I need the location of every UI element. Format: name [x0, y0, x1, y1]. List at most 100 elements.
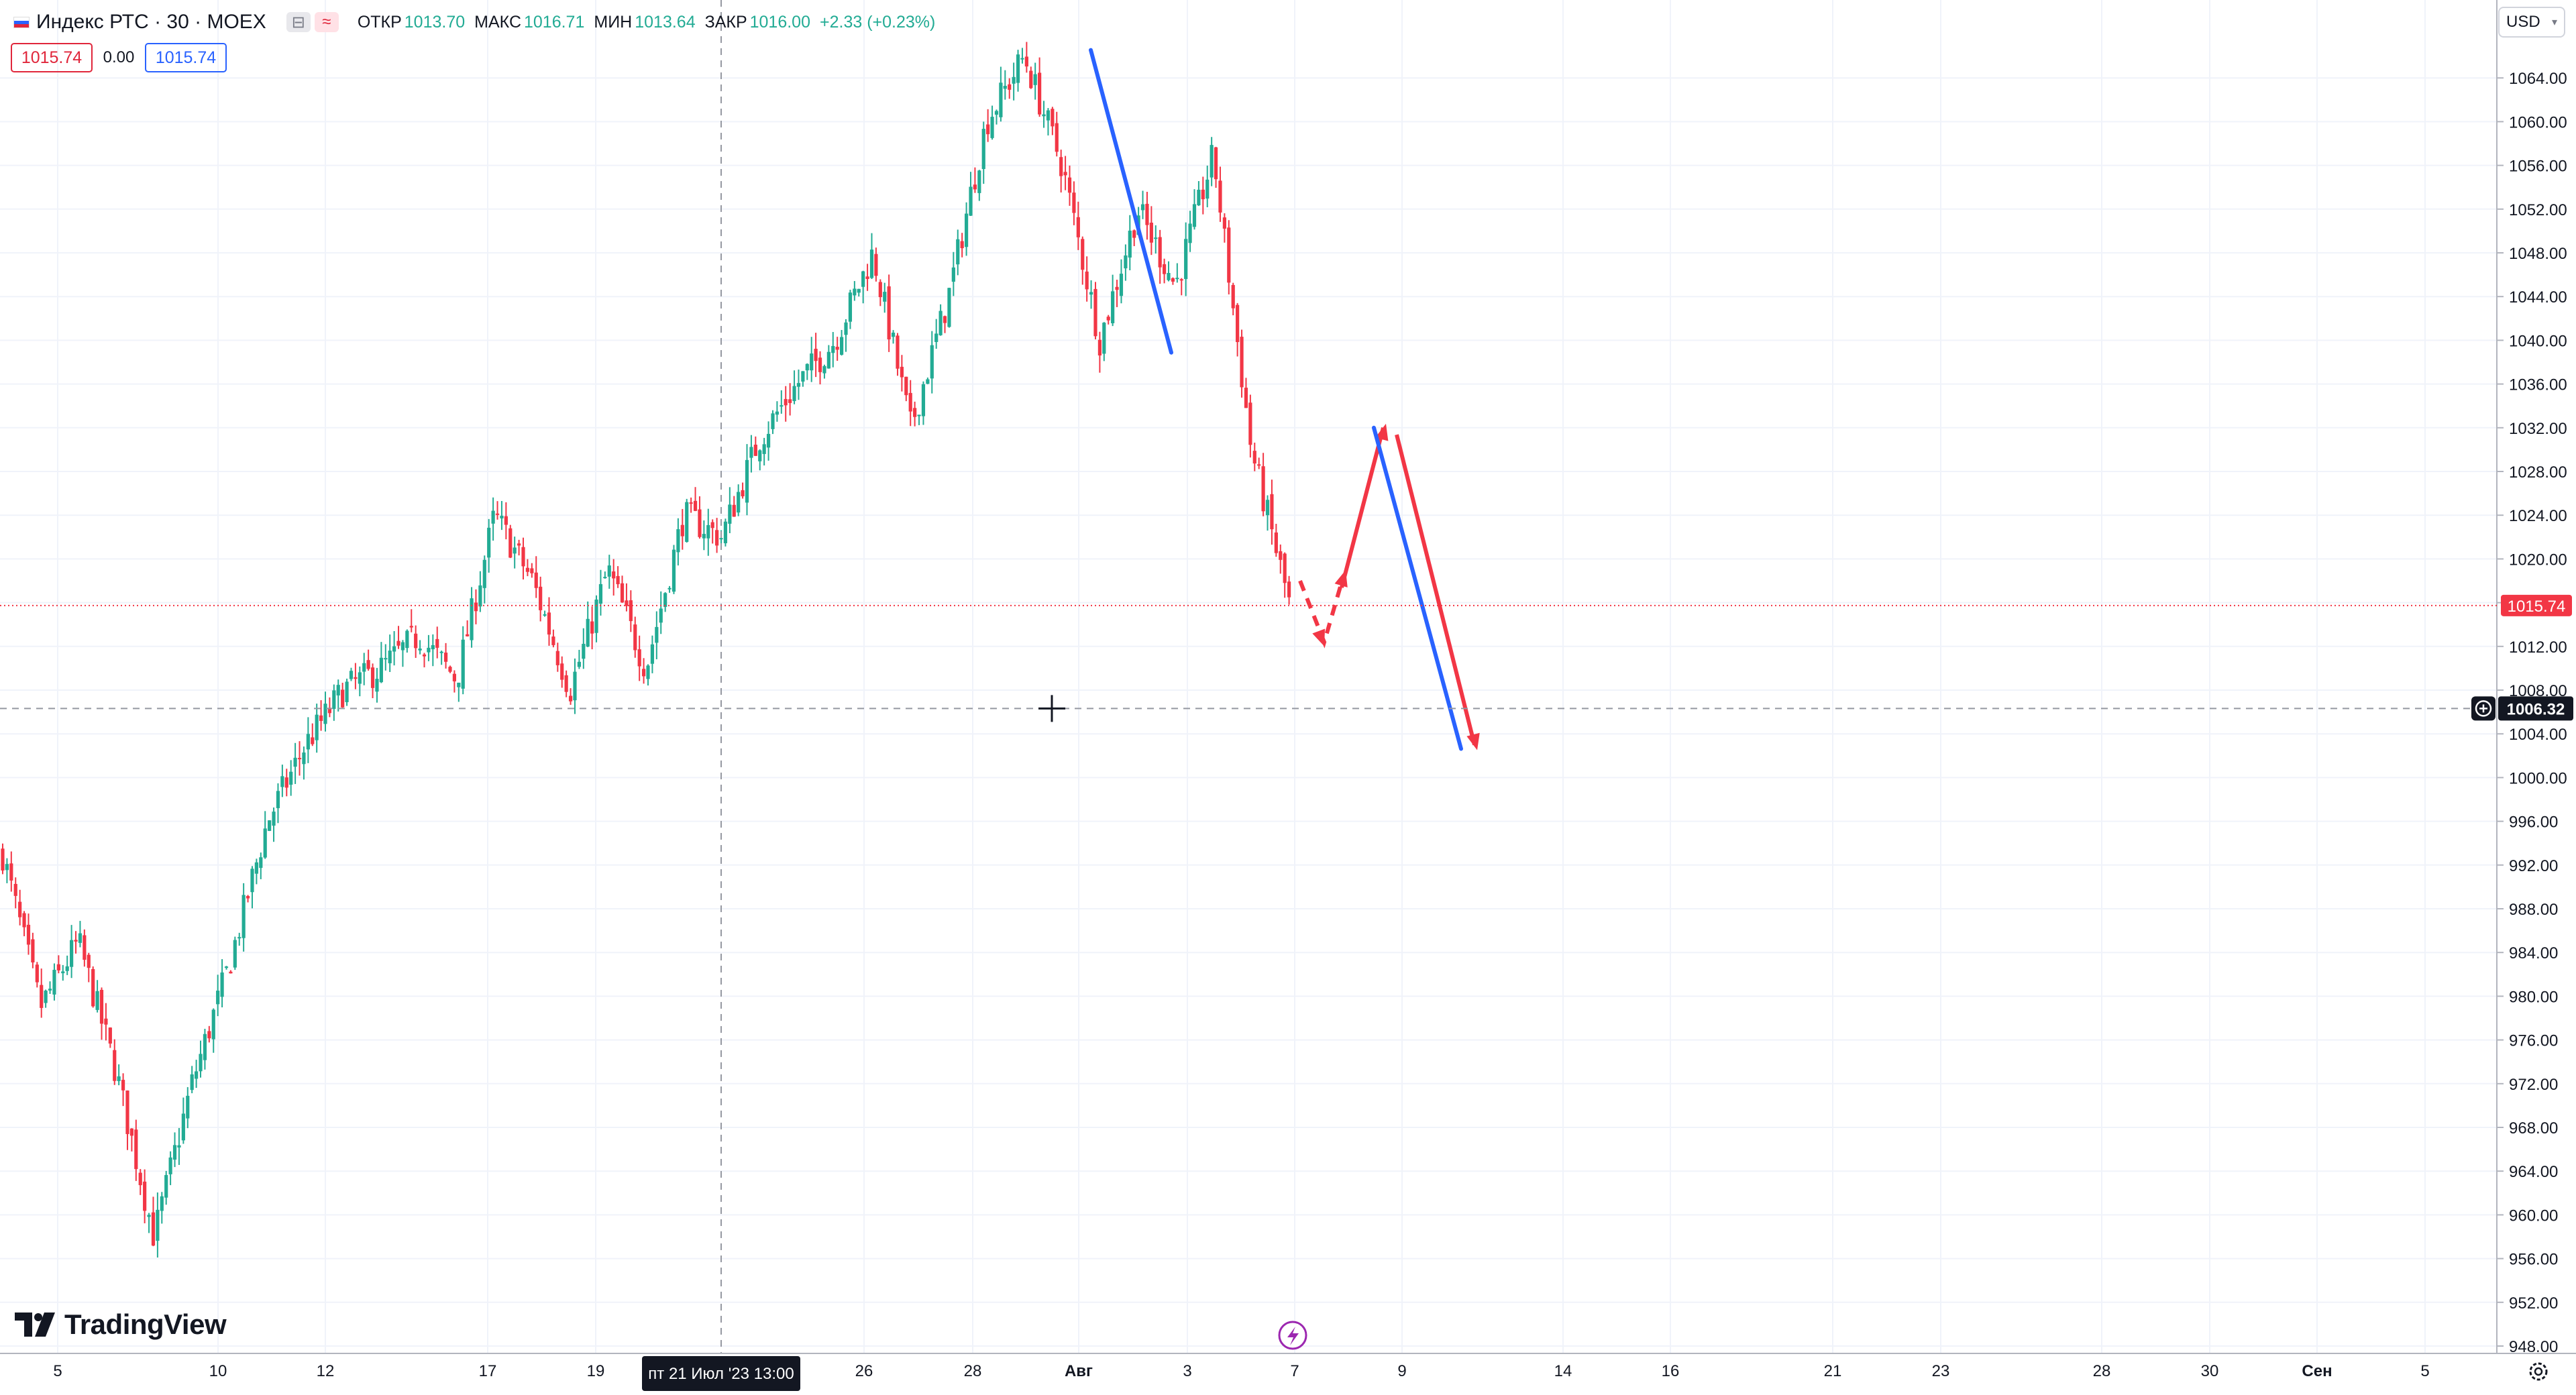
candle — [1171, 277, 1175, 285]
candle — [336, 679, 340, 712]
time-tick-label: 12 — [317, 1362, 335, 1380]
time-tick-label: 23 — [1932, 1362, 1950, 1380]
candle — [1051, 107, 1055, 135]
candle-body — [452, 673, 456, 681]
candle-body — [607, 565, 611, 577]
candle-body — [388, 651, 392, 663]
candle — [990, 105, 994, 140]
candle-body — [766, 433, 771, 448]
candle — [474, 589, 478, 624]
candle — [913, 401, 917, 427]
candle — [87, 952, 91, 983]
candle-body — [1046, 110, 1051, 121]
candle — [327, 697, 332, 718]
candle — [732, 496, 736, 517]
candle-body — [723, 521, 728, 544]
compare-icon[interactable]: ≈ — [314, 12, 339, 32]
candle — [345, 678, 349, 706]
candle-body — [74, 940, 78, 942]
candle — [495, 501, 500, 520]
candle — [534, 556, 538, 598]
candle — [637, 635, 641, 681]
events-lightning-icon[interactable] — [1278, 1321, 1307, 1350]
candle — [384, 644, 388, 671]
candle-body — [392, 646, 396, 652]
candle-body — [289, 771, 293, 785]
candle-body — [345, 681, 349, 702]
candle-body — [297, 758, 302, 760]
gear-icon[interactable] — [2529, 1362, 2548, 1381]
trend-line-blue[interactable] — [1089, 48, 1173, 355]
candle — [930, 331, 934, 394]
candle-body — [650, 644, 655, 664]
candle — [366, 649, 370, 671]
add-alert-button[interactable] — [2471, 696, 2496, 721]
candle — [1038, 57, 1042, 117]
candle — [237, 932, 241, 946]
tradingview-logo[interactable]: TradingView — [15, 1308, 227, 1341]
time-tick-label: 7 — [1290, 1362, 1299, 1380]
symbol-title[interactable]: Индекс РТС · 30 · MOEX — [36, 11, 266, 33]
candle-body — [134, 1129, 138, 1170]
candle-body — [853, 288, 857, 296]
candle — [530, 563, 534, 578]
candle-body — [573, 671, 577, 701]
candle-body — [31, 939, 35, 962]
candle-body — [168, 1157, 172, 1174]
candle-body — [1188, 223, 1192, 243]
candle — [83, 929, 87, 967]
candle-body — [332, 690, 336, 709]
candle — [693, 487, 698, 512]
candle-body — [857, 288, 861, 293]
candle-body — [986, 124, 990, 135]
candle — [586, 601, 590, 648]
collapse-legend-icon[interactable]: ⊟ — [286, 12, 311, 32]
time-axis[interactable]: 5 10 12 17 19 26 28 Авг 3 7 9 14 16 21 23 28 30 Сен 5 пт 21… — [0, 1353, 2576, 1395]
symbol-legend[interactable]: Индекс РТС · 30 · MOEX ⊟ ≈ ОТКР 1013.70 М… — [13, 7, 935, 38]
candle — [805, 363, 809, 380]
candle — [513, 537, 517, 569]
candle-body — [1067, 177, 1072, 193]
arrow-down-red[interactable] — [1395, 434, 1477, 746]
drawings[interactable] — [1089, 48, 1480, 751]
candle — [1063, 156, 1067, 190]
candle — [177, 1127, 181, 1165]
candle — [241, 883, 246, 952]
candle — [517, 539, 521, 556]
candle-body — [366, 660, 370, 669]
candle-body — [195, 1071, 199, 1079]
trend-line-blue[interactable] — [1372, 425, 1463, 751]
candle — [564, 670, 568, 698]
candle-body — [521, 547, 525, 567]
candle — [164, 1170, 168, 1205]
candle-body — [525, 567, 530, 572]
candle-body — [633, 624, 637, 651]
candle-body — [680, 524, 684, 537]
candle-body — [268, 820, 272, 831]
candle-body — [564, 675, 568, 692]
candle — [414, 625, 418, 658]
candle — [667, 585, 672, 593]
price-tick-label: 1032.00 — [2509, 420, 2567, 438]
currency-select[interactable]: USD ▾ — [2498, 7, 2565, 38]
candle-body — [594, 599, 598, 633]
sell-button[interactable]: 1015.74 — [11, 43, 93, 72]
candle — [1, 843, 5, 875]
candle — [1210, 137, 1214, 186]
arrow-up-red[interactable] — [1340, 427, 1385, 588]
candle-body — [95, 991, 99, 1010]
candle-body — [143, 1181, 147, 1211]
price-axis[interactable]: 948.00952.00956.00960.00964.00968.00972.… — [2471, 0, 2576, 1395]
plus-circle-icon — [2475, 700, 2492, 717]
candle — [853, 281, 857, 301]
candle — [655, 611, 659, 660]
candle-body — [104, 1018, 108, 1025]
candle — [220, 959, 224, 1008]
candle-body — [530, 568, 534, 573]
buy-button[interactable]: 1015.74 — [145, 43, 227, 72]
candle-body — [1106, 317, 1110, 321]
low-value: 1013.64 — [635, 12, 696, 32]
candle-body — [598, 583, 603, 604]
candle — [439, 651, 443, 665]
